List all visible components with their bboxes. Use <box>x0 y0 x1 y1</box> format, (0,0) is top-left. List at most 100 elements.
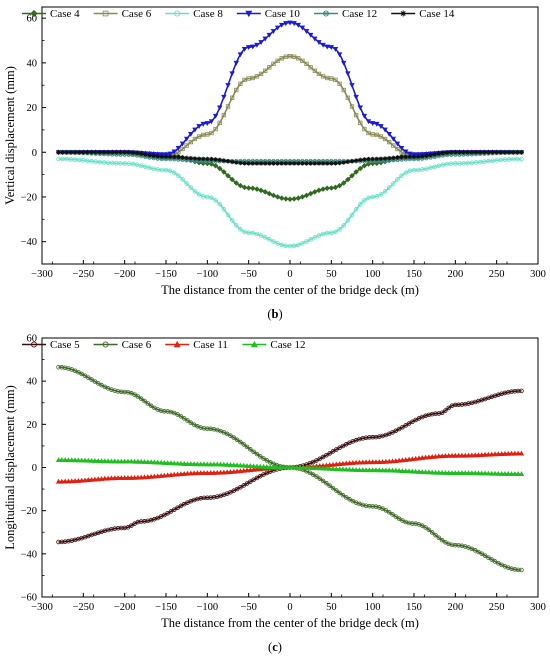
data-point <box>459 452 465 458</box>
data-point <box>192 127 198 133</box>
x-tick-label: 50 <box>326 269 337 280</box>
data-point <box>436 453 442 459</box>
data-point <box>494 158 499 163</box>
data-point <box>196 192 202 197</box>
data-point <box>185 418 190 423</box>
series-case-5 <box>56 388 524 545</box>
data-point <box>271 239 276 244</box>
data-point <box>275 241 280 246</box>
data-point <box>472 470 478 476</box>
data-point <box>422 469 429 475</box>
data-point <box>196 124 202 130</box>
data-point <box>479 551 485 557</box>
data-point <box>511 150 516 155</box>
data-point <box>171 507 177 512</box>
data-point <box>162 409 167 414</box>
data-point <box>263 161 268 166</box>
data-point <box>82 457 88 463</box>
data-point <box>221 169 227 175</box>
data-point <box>300 464 306 470</box>
data-point <box>258 40 264 45</box>
data-point <box>164 472 171 478</box>
data-point <box>490 150 495 155</box>
data-point <box>515 450 521 456</box>
data-point <box>374 121 380 127</box>
data-point <box>158 459 164 465</box>
data-point <box>262 189 268 195</box>
data-point <box>336 52 343 58</box>
data-point <box>498 150 503 155</box>
data-point <box>426 454 432 460</box>
data-point <box>97 150 103 155</box>
data-point <box>98 476 105 481</box>
panel-label: (c) <box>268 640 282 654</box>
data-point <box>400 424 405 430</box>
data-point <box>462 470 468 476</box>
legend-item: Case 14 <box>391 8 455 20</box>
data-point <box>488 470 495 476</box>
data-point <box>141 459 148 464</box>
data-point <box>261 456 266 461</box>
data-point <box>313 465 320 471</box>
data-point <box>444 161 450 167</box>
data-point <box>512 388 518 394</box>
data-point <box>188 470 194 476</box>
data-point <box>374 132 379 138</box>
legend-label: Case 10 <box>265 8 301 20</box>
x-tick-label: −200 <box>114 269 136 280</box>
data-point <box>515 567 521 573</box>
data-point <box>250 44 256 50</box>
data-point <box>184 155 189 161</box>
data-point <box>412 468 419 474</box>
data-point <box>175 412 180 417</box>
data-point <box>275 58 280 63</box>
data-point <box>205 495 210 500</box>
data-point <box>446 405 451 411</box>
data-point <box>72 478 78 484</box>
data-point <box>312 161 317 166</box>
data-point <box>519 156 524 162</box>
data-point <box>472 452 478 458</box>
data-point <box>481 159 487 164</box>
data-point <box>246 76 251 81</box>
data-point <box>411 154 417 159</box>
data-point <box>320 42 326 48</box>
data-point <box>307 190 314 197</box>
data-point <box>469 470 475 476</box>
data-point <box>390 512 395 517</box>
data-point <box>502 150 508 155</box>
data-point <box>353 169 359 175</box>
data-point <box>247 463 254 469</box>
data-point <box>324 230 330 236</box>
data-point <box>257 463 263 469</box>
data-point <box>325 161 330 166</box>
data-point <box>419 523 425 528</box>
data-point <box>244 481 250 486</box>
data-point <box>254 74 260 79</box>
data-point <box>207 470 214 475</box>
data-point <box>242 77 247 83</box>
data-point <box>221 112 227 118</box>
data-point <box>420 154 425 159</box>
y-tick-label: −20 <box>21 506 37 517</box>
data-point <box>65 478 72 484</box>
data-point <box>320 231 326 237</box>
data-point <box>138 458 144 464</box>
data-point <box>422 454 429 460</box>
data-point <box>485 470 492 476</box>
legend-item: Case 6 <box>93 8 152 20</box>
data-point <box>188 185 194 190</box>
data-point <box>217 105 223 111</box>
data-point <box>260 463 267 469</box>
data-point <box>386 510 392 515</box>
data-point <box>179 141 186 147</box>
data-point <box>151 153 156 159</box>
data-point <box>234 486 240 492</box>
data-point <box>337 227 342 232</box>
data-point <box>151 166 156 172</box>
data-point <box>308 237 313 242</box>
data-point <box>134 150 140 156</box>
data-point <box>307 32 314 38</box>
data-point <box>280 464 287 470</box>
data-point <box>353 467 359 472</box>
